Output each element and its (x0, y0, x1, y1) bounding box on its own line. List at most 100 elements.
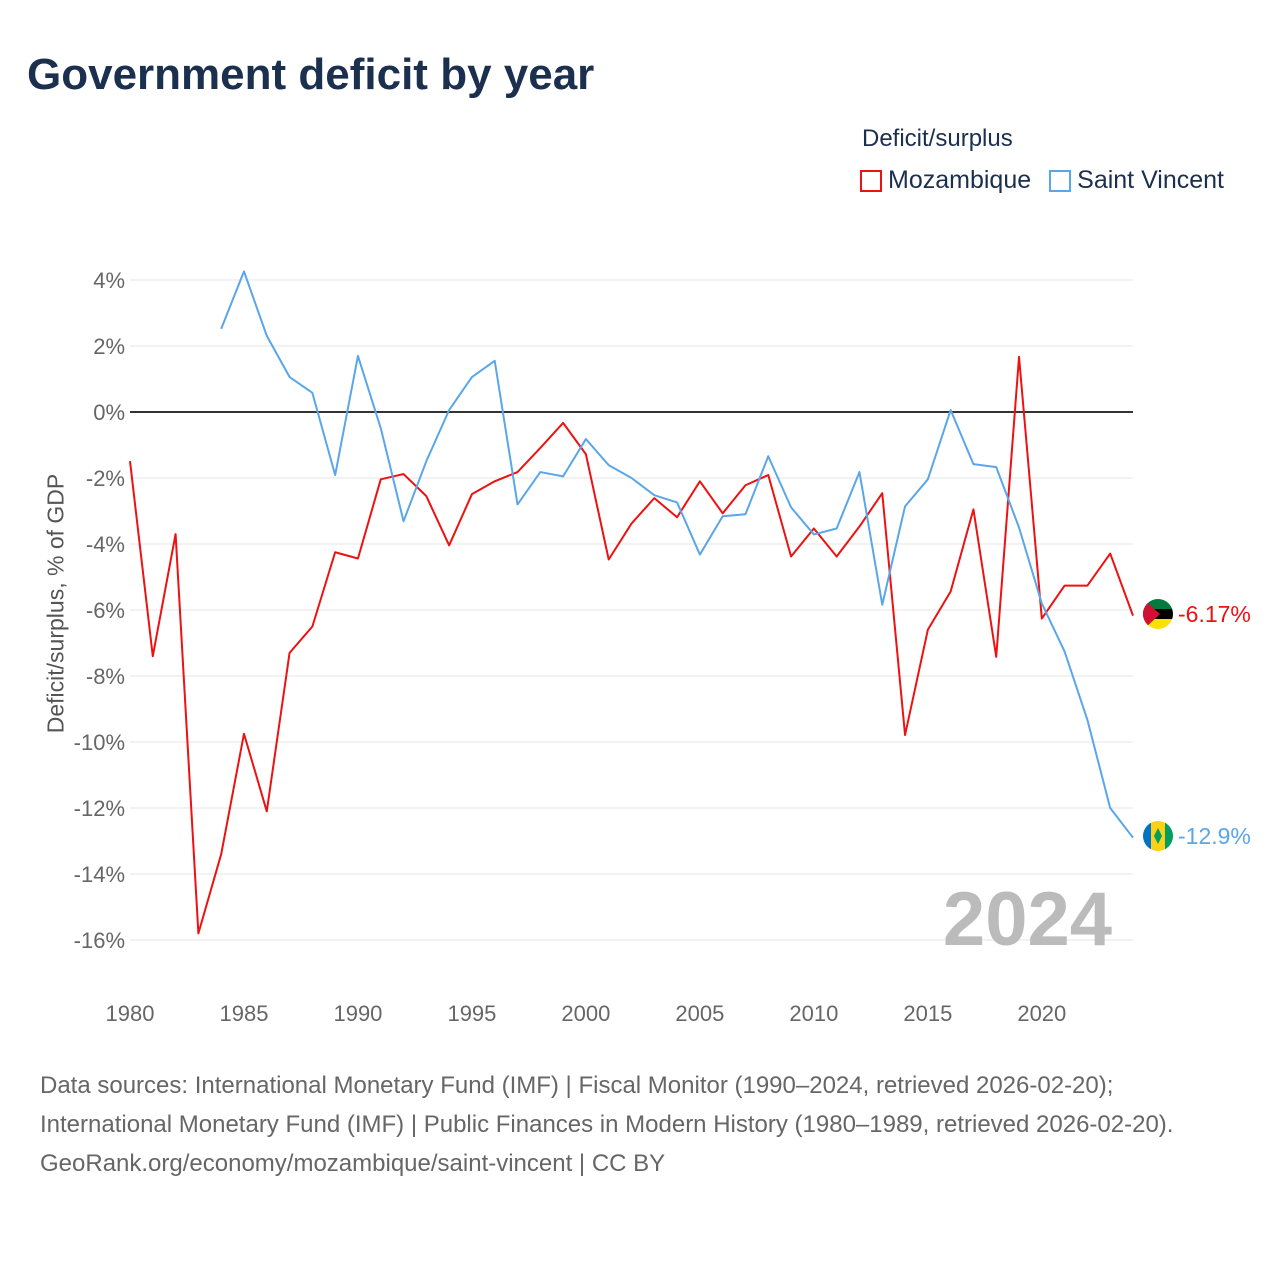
data-point[interactable] (149, 652, 157, 660)
data-point[interactable] (673, 498, 681, 506)
data-point[interactable] (810, 530, 818, 538)
data-point[interactable] (172, 530, 180, 538)
data-point[interactable] (878, 489, 886, 497)
y-tick-label: -12% (74, 796, 125, 821)
data-point[interactable] (696, 551, 704, 559)
data-point[interactable] (1129, 612, 1137, 620)
data-point[interactable] (194, 929, 202, 937)
data-point[interactable] (514, 468, 522, 476)
data-point[interactable] (126, 457, 134, 465)
data-point[interactable] (605, 461, 613, 469)
data-point[interactable] (536, 444, 544, 452)
data-point[interactable] (217, 850, 225, 858)
x-tick-label: 1995 (447, 1001, 496, 1026)
y-tick-label: 4% (93, 268, 125, 293)
data-point[interactable] (1015, 524, 1023, 532)
data-point[interactable] (217, 325, 225, 333)
data-point[interactable] (491, 477, 499, 485)
data-point[interactable] (263, 332, 271, 340)
data-point[interactable] (1038, 615, 1046, 623)
data-point[interactable] (741, 481, 749, 489)
data-point[interactable] (445, 406, 453, 414)
data-point[interactable] (833, 553, 841, 561)
data-point[interactable] (286, 373, 294, 381)
data-point[interactable] (833, 524, 841, 532)
y-tick-label: -6% (86, 598, 125, 623)
data-point[interactable] (696, 477, 704, 485)
data-point[interactable] (240, 730, 248, 738)
data-point[interactable] (650, 491, 658, 499)
data-point[interactable] (855, 468, 863, 476)
data-point[interactable] (1061, 648, 1069, 656)
data-point[interactable] (400, 517, 408, 525)
data-point[interactable] (422, 457, 430, 465)
data-point[interactable] (559, 472, 567, 480)
data-point[interactable] (1038, 599, 1046, 607)
legend-item-saint-vincent[interactable]: Saint Vincent (1049, 166, 1224, 195)
y-tick-label: -2% (86, 466, 125, 491)
data-point[interactable] (331, 471, 339, 479)
data-point[interactable] (947, 406, 955, 414)
data-point[interactable] (787, 503, 795, 511)
data-point[interactable] (400, 470, 408, 478)
data-point[interactable] (308, 389, 316, 397)
data-point[interactable] (992, 463, 1000, 471)
data-point[interactable] (673, 513, 681, 521)
data-point[interactable] (491, 357, 499, 365)
data-point[interactable] (924, 475, 932, 483)
data-point[interactable] (559, 419, 567, 427)
data-point[interactable] (787, 553, 795, 561)
source-link[interactable]: GeoRank.org/economy/mozambique/saint-vin… (40, 1150, 666, 1177)
x-tick-label: 2020 (1017, 1001, 1066, 1026)
data-point[interactable] (878, 601, 886, 609)
data-point[interactable] (308, 623, 316, 631)
data-point[interactable] (969, 505, 977, 513)
data-point[interactable] (1083, 582, 1091, 590)
data-point[interactable] (628, 520, 636, 528)
data-point[interactable] (1083, 716, 1091, 724)
x-tick-label: 1985 (220, 1001, 269, 1026)
x-tick-label: 1980 (106, 1001, 155, 1026)
data-point[interactable] (354, 352, 362, 360)
data-point[interactable] (263, 807, 271, 815)
data-point[interactable] (514, 500, 522, 508)
data-point[interactable] (536, 468, 544, 476)
data-point[interactable] (741, 510, 749, 518)
data-point[interactable] (468, 373, 476, 381)
data-point[interactable] (992, 653, 1000, 661)
series-line-saint-vincent[interactable] (220, 270, 1134, 839)
legend-swatch-mozambique (860, 169, 882, 192)
mozambique-flag-icon (1143, 599, 1173, 629)
data-point[interactable] (855, 523, 863, 531)
data-point[interactable] (240, 267, 248, 275)
data-point[interactable] (969, 460, 977, 468)
data-point[interactable] (605, 556, 613, 564)
legend-item-mozambique[interactable]: Mozambique (860, 166, 1031, 195)
data-point[interactable] (1129, 834, 1137, 842)
data-point[interactable] (947, 588, 955, 596)
data-point[interactable] (764, 471, 772, 479)
data-point[interactable] (354, 555, 362, 563)
data-point[interactable] (1015, 353, 1023, 361)
data-point[interactable] (377, 424, 385, 432)
data-point[interactable] (377, 475, 385, 483)
data-point[interactable] (422, 492, 430, 500)
data-point[interactable] (719, 512, 727, 520)
end-label-saint-vincent: -12.9% (1178, 823, 1251, 849)
chart-title: Government deficit by year (27, 50, 595, 99)
data-point[interactable] (1106, 804, 1114, 812)
series-line-mozambique[interactable] (129, 355, 1134, 935)
data-point[interactable] (1106, 550, 1114, 558)
data-point[interactable] (331, 548, 339, 556)
data-point[interactable] (286, 649, 294, 657)
data-point[interactable] (1061, 582, 1069, 590)
data-point[interactable] (445, 541, 453, 549)
data-point[interactable] (468, 490, 476, 498)
data-point[interactable] (628, 474, 636, 482)
data-point[interactable] (582, 435, 590, 443)
data-point[interactable] (582, 450, 590, 458)
data-point[interactable] (764, 452, 772, 460)
data-point[interactable] (901, 502, 909, 510)
data-point[interactable] (924, 626, 932, 634)
data-point[interactable] (901, 731, 909, 739)
